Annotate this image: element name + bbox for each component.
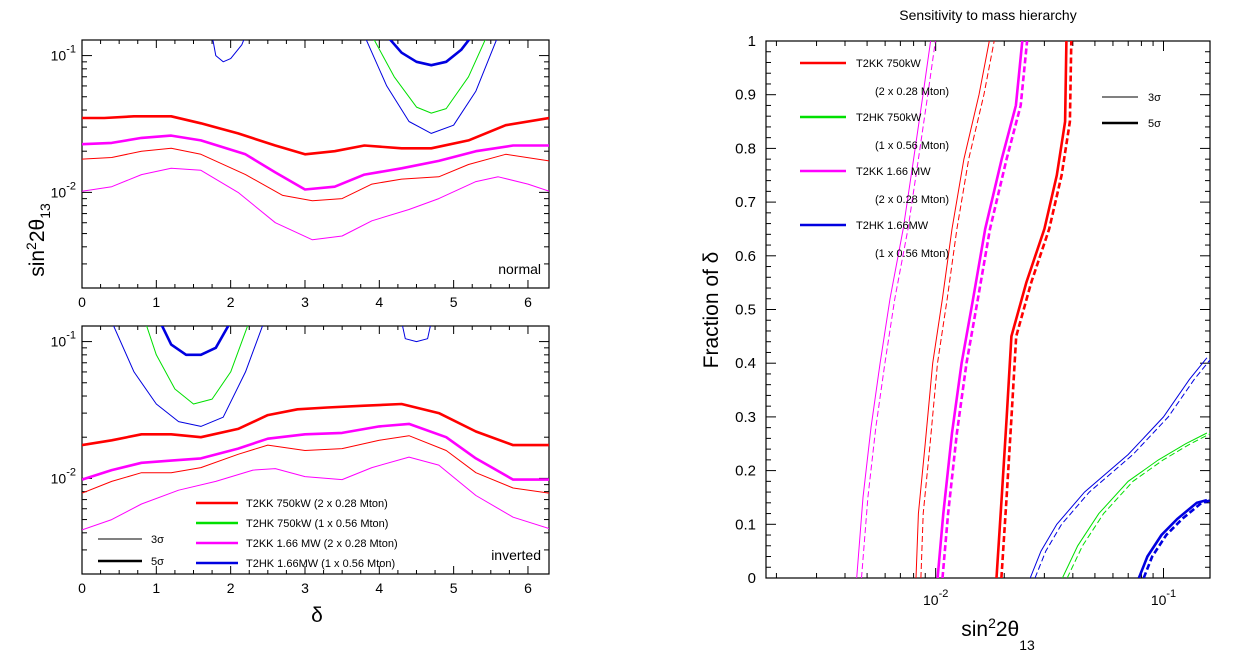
series-line-blue bbox=[402, 326, 431, 343]
legend-label-green: T2HK 750kW bbox=[856, 112, 922, 124]
series-line-blue bbox=[113, 326, 264, 427]
y-tick-label: 10-1 bbox=[51, 44, 76, 64]
x-tick-label: 10-1 bbox=[1151, 588, 1176, 608]
series-dashed-green bbox=[1066, 433, 1210, 578]
plot-frame bbox=[765, 40, 1211, 579]
legend-label-red: T2KK 750kW (2 x 0.28 Mton) bbox=[246, 498, 388, 510]
y-tick-label: 0.5 bbox=[735, 302, 756, 319]
chart-title: Sensitivity to mass hierarchy bbox=[899, 7, 1076, 23]
y-tick-label: 10-2 bbox=[51, 466, 76, 486]
series-line-blue bbox=[365, 40, 497, 134]
y-tick-label: 0.9 bbox=[735, 87, 756, 104]
x-tick-label: 3 bbox=[301, 580, 309, 596]
y-tick-label: 10-1 bbox=[51, 330, 76, 350]
panel-hierarchy-sensitivity: Sensitivity to mass hierarchy 0 0.1 0.2 0.3 0… bbox=[700, 7, 1211, 650]
series-line-blue bbox=[1029, 357, 1208, 578]
x-tick-label: 4 bbox=[375, 294, 383, 310]
legend-label-green: T2HK 750kW (1 x 0.56 Mton) bbox=[246, 518, 388, 530]
panel-inverted: 0 1 2 3 4 5 6 10-1 10-2 inverted bbox=[51, 325, 550, 596]
y-tick-label: 0.7 bbox=[735, 194, 756, 211]
y-tick-label: 1 bbox=[748, 33, 756, 50]
series-line-green bbox=[1061, 432, 1208, 578]
x-tick-label: 6 bbox=[524, 294, 532, 310]
series-line-magenta bbox=[936, 41, 1024, 578]
plot-frame bbox=[81, 325, 550, 575]
series-dashed-red bbox=[1000, 41, 1073, 578]
series-line-blue bbox=[388, 40, 471, 67]
panel-normal: 0 1 2 3 4 5 6 10-1 10-2 normal bbox=[51, 39, 550, 310]
series-line-magenta bbox=[856, 41, 932, 578]
series-group bbox=[82, 40, 549, 241]
legend-sub-blue: (1 x 0.56 Mton) bbox=[875, 248, 949, 260]
y-tick-label: 0.2 bbox=[735, 463, 756, 480]
series-line-green bbox=[146, 326, 249, 405]
series-line-red bbox=[995, 41, 1068, 578]
series-line-red bbox=[82, 115, 549, 156]
y-tick-label: 0 bbox=[748, 570, 756, 587]
x-tick-label: 1 bbox=[152, 294, 160, 310]
legend-label-magenta: T2KK 1.66 MW bbox=[856, 166, 931, 178]
left-legend: 3σ 5σ T2KK 750kW (2 x 0.28 Mton) T2HK 750kW… bbox=[98, 498, 398, 570]
right-ylabel: Fraction of δ bbox=[700, 252, 723, 369]
x-tick-label: 10-2 bbox=[923, 588, 948, 608]
plot-frame bbox=[81, 39, 550, 289]
left-xlabel: δ bbox=[311, 604, 323, 627]
legend-5sigma-label: 5σ bbox=[1148, 118, 1161, 130]
series-line-blue bbox=[212, 40, 245, 63]
x-tick-label: 0 bbox=[78, 580, 86, 596]
legend-label-magenta: T2KK 1.66 MW (2 x 0.28 Mton) bbox=[246, 538, 398, 550]
series-line-blue bbox=[160, 326, 230, 357]
series-line-green bbox=[373, 40, 486, 114]
series-group bbox=[82, 326, 549, 531]
series-dashed-magenta bbox=[941, 41, 1029, 578]
series-line-magenta bbox=[82, 456, 549, 531]
series-line-red bbox=[82, 435, 549, 494]
series-group bbox=[856, 41, 1210, 578]
legend-sub-green: (1 x 0.56 Mton) bbox=[875, 140, 949, 152]
y-tick-label: 0.6 bbox=[735, 248, 756, 265]
x-tick-label: 5 bbox=[450, 294, 458, 310]
legend-sub-magenta: (2 x 0.28 Mton) bbox=[875, 194, 949, 206]
legend-label-blue: T2HK 1.66MW (1 x 0.56 Mton) bbox=[246, 558, 395, 570]
series-dashed-magenta bbox=[861, 41, 936, 578]
legend-5sigma-label: 5σ bbox=[151, 556, 164, 568]
series-line-magenta bbox=[82, 167, 549, 241]
series-dashed-red bbox=[920, 41, 995, 578]
series-line-magenta bbox=[82, 422, 549, 481]
panel-label: inverted bbox=[491, 547, 541, 563]
series-line-red bbox=[82, 147, 549, 202]
legend-label-red: T2KK 750kW bbox=[856, 58, 921, 70]
x-tick-label: 6 bbox=[524, 580, 532, 596]
y-tick-label: 0.8 bbox=[735, 140, 756, 157]
y-tick-label: 0.1 bbox=[735, 516, 756, 533]
y-tick-label: 0.3 bbox=[735, 409, 756, 426]
series-line-red bbox=[82, 402, 549, 447]
series-dashed-blue bbox=[1034, 359, 1210, 578]
right-xlabel: sin22θ13 bbox=[961, 615, 1035, 650]
legend-3sigma-label: 3σ bbox=[151, 534, 164, 546]
left-ylabel: sin22θ13 bbox=[23, 203, 53, 277]
legend-3sigma-label: 3σ bbox=[1148, 92, 1161, 104]
series-line-magenta bbox=[82, 134, 549, 191]
series-dashed-blue bbox=[1142, 499, 1210, 578]
x-tick-label: 2 bbox=[227, 580, 235, 596]
series-line-blue bbox=[1137, 498, 1208, 578]
y-tick-label: 10-2 bbox=[51, 180, 76, 200]
legend-label-blue: T2HK 1.66MW bbox=[856, 220, 929, 232]
x-tick-label: 5 bbox=[450, 580, 458, 596]
x-tick-label: 4 bbox=[375, 580, 383, 596]
y-tick-label: 0.4 bbox=[735, 355, 756, 372]
x-tick-label: 1 bbox=[152, 580, 160, 596]
x-tick-label: 0 bbox=[78, 294, 86, 310]
x-tick-label: 2 bbox=[227, 294, 235, 310]
x-tick-label: 3 bbox=[301, 294, 309, 310]
panel-label: normal bbox=[498, 261, 541, 277]
series-line-red bbox=[915, 41, 990, 578]
legend-sub-red: (2 x 0.28 Mton) bbox=[875, 86, 949, 98]
